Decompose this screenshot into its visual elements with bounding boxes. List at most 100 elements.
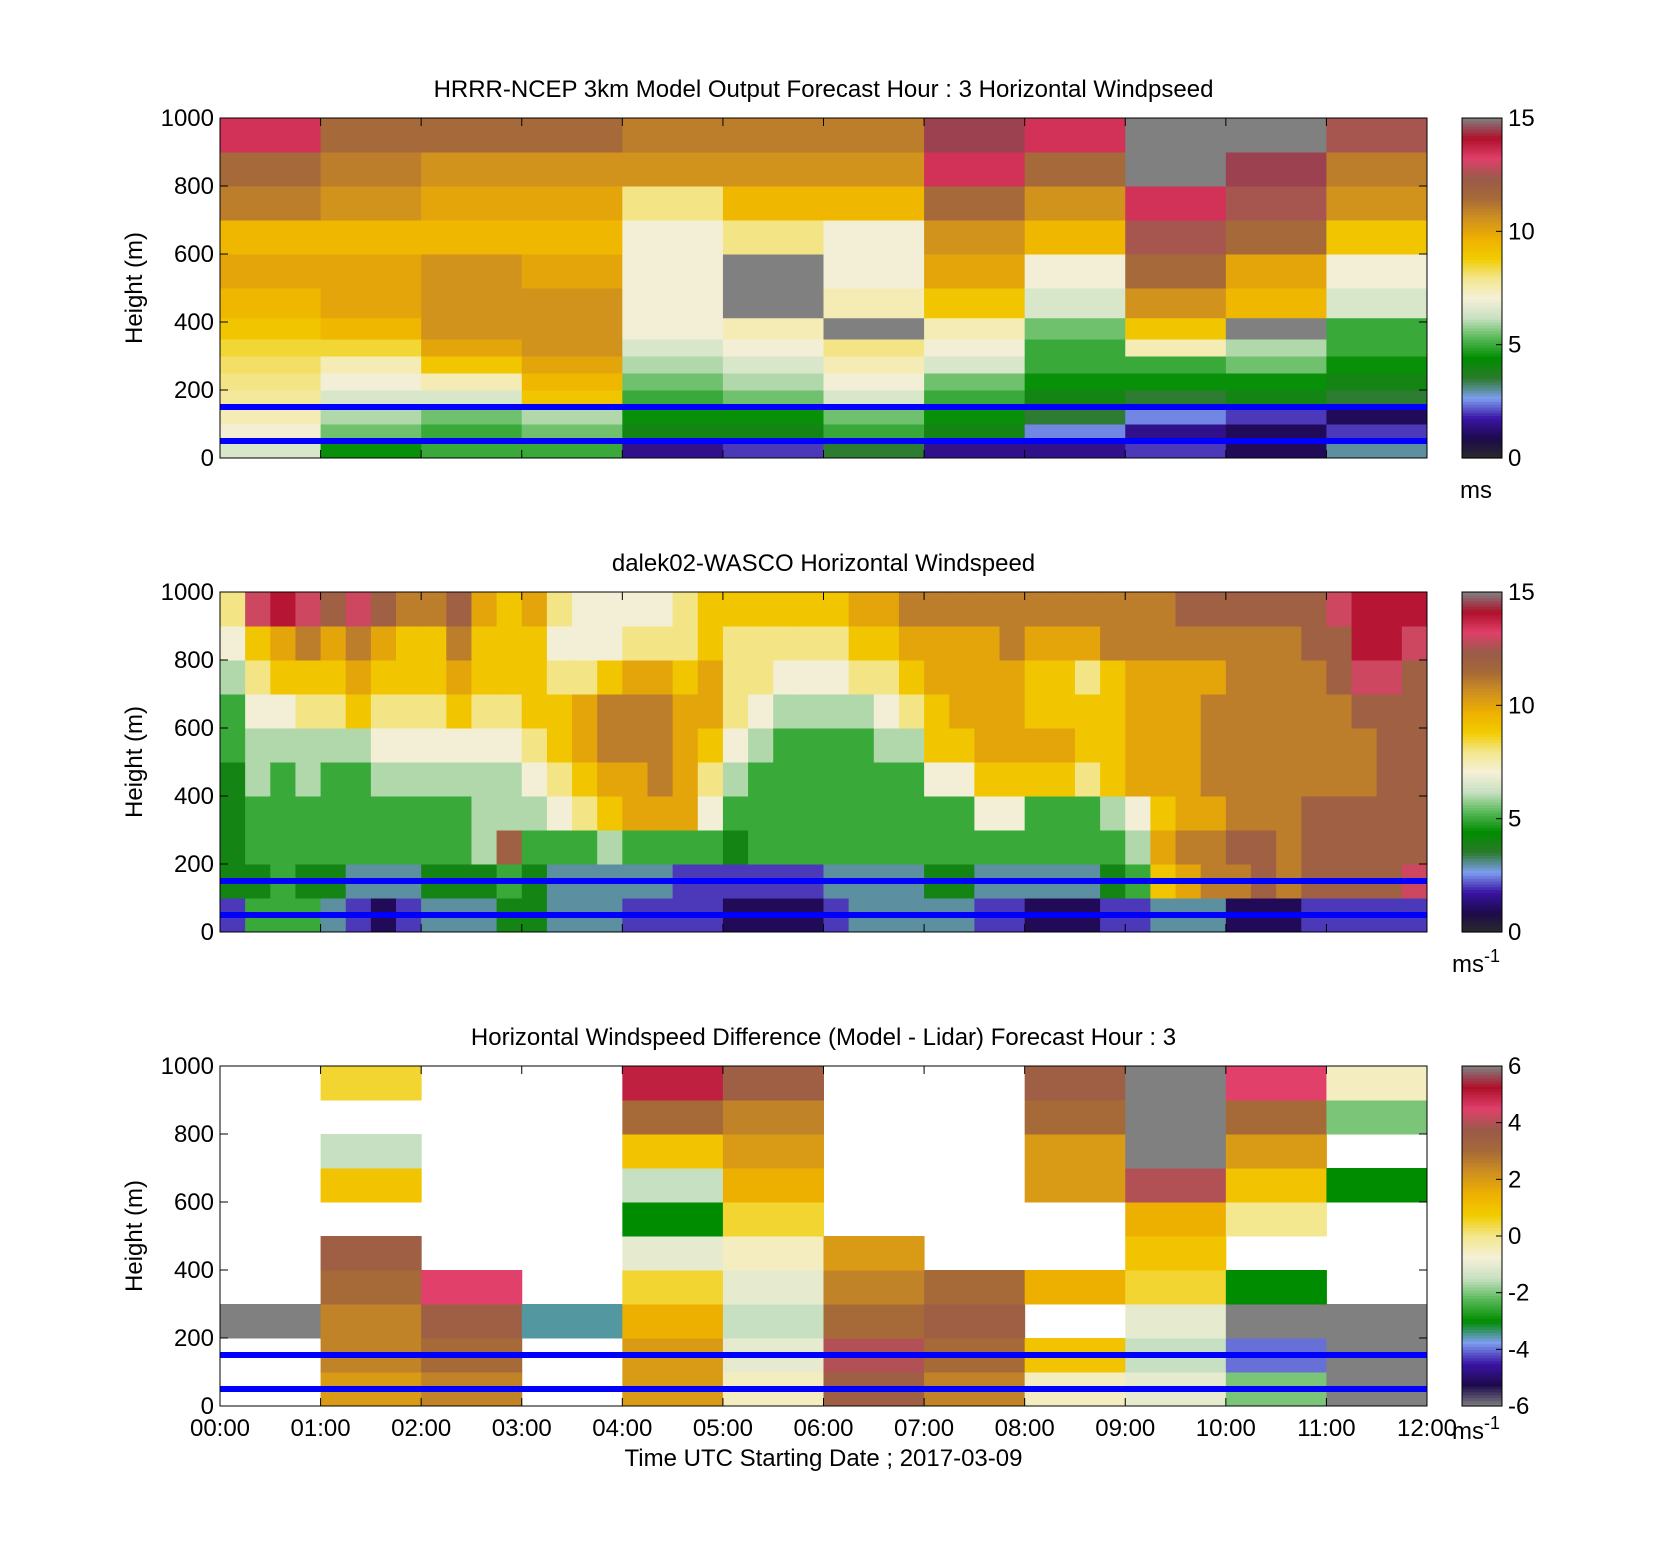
colorbar-segment [1462,611,1502,616]
colorbar-segment [1462,900,1502,905]
colorbar-segment [1462,875,1502,879]
x-tick-label: 09:00 [1095,1415,1155,1442]
heatmap-cell [924,626,950,661]
chart-title: HRRR-NCEP 3km Model Output Forecast Hour… [434,76,1214,103]
colorbar-segment [1462,1134,1502,1138]
heatmap-cell [1125,830,1151,865]
colorbar-segment [1462,455,1502,459]
colorbar-segment [1462,251,1502,255]
colorbar-segment [1462,594,1502,599]
colorbar-segment [1462,1374,1502,1379]
heatmap-cell [1125,1202,1227,1237]
colorbar-segment [1462,262,1502,266]
heatmap-cell [1326,373,1428,391]
heatmap-cell [1125,762,1151,797]
heatmap-cell [521,288,623,319]
colorbar-segment [1462,674,1502,678]
colorbar-segment [1462,126,1502,130]
colorbar-segment [1462,324,1502,329]
colorbar-segment [1462,361,1502,366]
heatmap-cell [1326,660,1353,695]
colorbar-segment [1462,273,1502,278]
heatmap-cell [421,830,447,865]
heatmap-cell [1276,694,1302,729]
heatmap-cell [823,339,925,357]
colorbar-segment [1462,135,1502,139]
colorbar-segment [1462,912,1502,916]
heatmap-cell [1326,317,1428,340]
colorbar-segment [1462,719,1502,723]
colorbar-segment [1462,620,1502,624]
colorbar-segment [1462,378,1502,383]
heatmap-cell [1225,830,1252,865]
heatmap-cell [1200,660,1227,695]
y-axis-label: Height (m) [121,1180,148,1292]
heatmap-cell [220,317,322,340]
heatmap-cell [873,830,900,865]
colorbar-unit-exponent: -1 [1484,1413,1500,1433]
heatmap-cell [622,830,648,865]
colorbar-segment [1462,898,1502,902]
colorbar-segment [1462,685,1502,689]
heatmap-cell [220,424,322,442]
colorbar-segment [1462,313,1502,317]
colorbar-segment [1462,1292,1502,1297]
colorbar-segment [1462,1253,1502,1257]
heatmap-cell [1225,1100,1327,1135]
colorbar-segment [1462,438,1502,442]
heatmap-cell [1175,626,1202,661]
colorbar-segment [1462,753,1502,757]
heatmap-cell [1326,288,1428,319]
colorbar-segment [1462,137,1502,142]
heatmap-cell [1125,626,1151,661]
colorbar-segment [1462,1168,1502,1172]
colorbar: 0 5 10 15 ms [1460,105,1535,504]
colorbar-segment [1462,205,1502,210]
colorbar-segment [1462,339,1502,343]
heatmap-cell [521,762,548,797]
heatmap-cell [1024,1168,1126,1203]
heatmap-cell [898,728,925,763]
heatmap-cell [245,830,271,865]
heatmap-cell [345,694,372,729]
heatmap-cell [421,407,523,425]
heatmap-cell [471,830,498,865]
colorbar-segment [1462,1318,1502,1322]
colorbar-segment [1462,923,1502,927]
heatmap-cell [798,694,824,729]
x-tick-label: 08:00 [995,1415,1055,1442]
heatmap-cell [722,1202,824,1237]
colorbar-segment [1462,745,1502,749]
heatmap-cell [1250,728,1277,763]
heatmap-cell [320,424,422,442]
heatmap-cells [220,592,1428,933]
heatmap-cell [1024,660,1051,695]
colorbar-segment [1462,770,1502,774]
heatmap-cell [1376,660,1403,695]
heatmap-cell [421,424,523,442]
heatmap-cell [823,1236,925,1271]
colorbar-segment [1462,409,1502,414]
colorbar-segment [1462,1312,1502,1316]
heatmap-cell [1125,1134,1227,1169]
heatmap-cell [848,830,875,865]
colorbar-tick-label: -2 [1508,1280,1529,1307]
heatmap-cell [999,830,1026,865]
heatmap-cell [521,254,623,289]
heatmap-cell [295,830,322,865]
heatmap-cell [722,317,824,340]
colorbar-segment [1462,733,1502,738]
heatmap-cell [697,592,724,627]
heatmap-cell [521,796,548,831]
colorbar-tick-label: 15 [1508,579,1535,606]
heatmap-cell [320,356,422,374]
colorbar-segment [1462,443,1502,448]
heatmap-cell [1049,796,1076,831]
colorbar-segment [1462,1196,1502,1200]
heatmap-cell [1125,1270,1227,1305]
heatmap-cell [672,796,699,831]
heatmap-cell [270,592,296,627]
heatmap-cell [823,424,925,442]
colorbar-segment [1462,1400,1502,1404]
x-tick-label: 05:00 [693,1415,753,1442]
